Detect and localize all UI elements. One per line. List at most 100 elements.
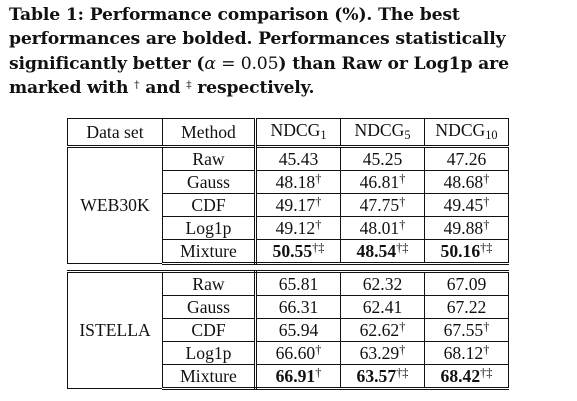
score-value: 68.12 bbox=[443, 342, 484, 363]
score-value: 66.31 bbox=[278, 296, 319, 317]
caption-alpha: α bbox=[204, 53, 216, 74]
significance-mark: † bbox=[399, 341, 406, 356]
score-value: 45.43 bbox=[278, 148, 319, 169]
score-cell: 66.60† bbox=[255, 341, 341, 365]
score-cell: 68.12† bbox=[424, 341, 509, 365]
score-value: 48.18 bbox=[275, 171, 316, 192]
best-score: 68.42 bbox=[441, 366, 481, 386]
significance-mark: †‡ bbox=[480, 364, 493, 379]
header-ndcg1: NDCG1 bbox=[255, 118, 341, 147]
significance-mark: † bbox=[483, 193, 490, 208]
score-cell: 48.68† bbox=[424, 170, 509, 194]
score-cell: 67.22 bbox=[424, 295, 509, 319]
score-value: 49.12 bbox=[275, 217, 316, 238]
caption-text-1: Performance comparison (%). The best per… bbox=[9, 5, 506, 74]
score-value: 66.60 bbox=[275, 342, 316, 363]
score-cell: 68.42†‡ bbox=[424, 364, 509, 390]
best-score: 63.57 bbox=[357, 366, 397, 386]
header-ndcg1-base: NDCG bbox=[270, 120, 321, 141]
score-value: 48.01 bbox=[359, 217, 400, 238]
score-value: 62.62 bbox=[359, 319, 400, 340]
table-row: Mixture 66.91† 63.57†‡ 68.42†‡ bbox=[68, 364, 509, 390]
score-value: 67.09 bbox=[446, 273, 487, 294]
caption-label: Table 1: bbox=[9, 5, 84, 25]
significance-mark: †‡ bbox=[480, 239, 493, 254]
score-cell: 48.01† bbox=[340, 216, 425, 240]
method-cell: Gauss bbox=[162, 295, 257, 319]
score-cell: 49.45† bbox=[424, 193, 509, 217]
score-cell: 47.26 bbox=[424, 145, 509, 171]
best-score: 50.55 bbox=[273, 241, 313, 261]
table-row: ISTELLA Raw 65.81 62.32 67.09 bbox=[67, 270, 509, 389]
significance-mark: † bbox=[399, 216, 406, 231]
header-ndcg10-sub: 10 bbox=[485, 128, 498, 143]
table-row: CDF 49.17† 47.75† 49.45† bbox=[68, 193, 509, 217]
method-cell: Gauss bbox=[162, 170, 257, 194]
header-ndcg5: NDCG5 bbox=[340, 118, 425, 147]
header-ndcg10-base: NDCG bbox=[435, 120, 486, 141]
caption-alpha-value: = 0.05 bbox=[215, 53, 279, 74]
significance-mark: † bbox=[483, 170, 490, 185]
header-ndcg5-sub: 5 bbox=[404, 128, 411, 143]
score-value: 45.25 bbox=[362, 148, 403, 169]
score-value: 68.42 bbox=[440, 365, 481, 386]
table-body: WEB30K Raw 45.43 45.25 47.26 Gauss 48.18† 46.81… bbox=[67, 145, 509, 390]
score-value: 48.54 bbox=[356, 240, 397, 261]
header-dataset: Data set bbox=[67, 118, 163, 147]
table-row: Gauss 48.18† 46.81† 48.68† bbox=[68, 170, 509, 194]
score-value: 66.91 bbox=[275, 365, 316, 386]
method-cell: Mixture bbox=[162, 239, 257, 265]
score-cell: 49.88† bbox=[424, 216, 509, 240]
header-row: Data set Method NDCG1 NDCG5 NDCG10 bbox=[67, 118, 509, 147]
method-cell: CDF bbox=[162, 318, 257, 342]
significance-mark: † bbox=[315, 341, 322, 356]
significance-mark: † bbox=[315, 170, 322, 185]
score-value: 65.94 bbox=[278, 319, 319, 340]
score-value: 63.57 bbox=[356, 365, 397, 386]
caption-text-3: and bbox=[139, 77, 187, 98]
score-cell: 63.29† bbox=[340, 341, 425, 365]
significance-mark: † bbox=[399, 170, 406, 185]
header-ndcg5-base: NDCG bbox=[354, 120, 405, 141]
score-cell: 45.25 bbox=[340, 145, 425, 171]
significance-mark: † bbox=[399, 193, 406, 208]
score-cell: 62.32 bbox=[340, 270, 425, 296]
score-cell: 66.91† bbox=[255, 364, 341, 390]
score-cell: 67.09 bbox=[424, 270, 509, 296]
score-cell: 48.18† bbox=[255, 170, 341, 194]
significance-mark: †‡ bbox=[312, 239, 325, 254]
score-value: 63.29 bbox=[359, 342, 400, 363]
score-value: 62.41 bbox=[362, 296, 403, 317]
score-cell: 67.55† bbox=[424, 318, 509, 342]
significance-mark: †‡ bbox=[396, 239, 409, 254]
score-value: 49.17 bbox=[275, 194, 316, 215]
significance-mark: † bbox=[315, 364, 322, 379]
header-ndcg1-sub: 1 bbox=[320, 128, 327, 143]
caption-ddagger: ‡ bbox=[186, 78, 192, 92]
score-cell: 65.94 bbox=[255, 318, 341, 342]
significance-mark: † bbox=[315, 193, 322, 208]
score-cell: 50.16†‡ bbox=[424, 239, 509, 265]
method-cell: Mixture bbox=[162, 364, 257, 390]
header-ndcg10: NDCG10 bbox=[424, 118, 509, 147]
significance-mark: † bbox=[315, 216, 322, 231]
method-cell: Log1p bbox=[162, 216, 257, 240]
score-cell: 49.12† bbox=[255, 216, 341, 240]
score-cell: 49.17† bbox=[255, 193, 341, 217]
dataset-cell: WEB30K bbox=[67, 145, 163, 264]
table-caption: Table 1: Performance comparison (%). The… bbox=[9, 3, 571, 102]
score-value: 50.55 bbox=[272, 240, 313, 261]
score-cell: 50.55†‡ bbox=[255, 239, 341, 265]
best-score: 66.91 bbox=[276, 366, 316, 386]
table-row: Log1p 49.12† 48.01† 49.88† bbox=[68, 216, 509, 240]
method-cell: Raw bbox=[162, 145, 257, 171]
method-cell: Raw bbox=[162, 270, 257, 296]
significance-mark: † bbox=[483, 341, 490, 356]
significance-mark: † bbox=[399, 318, 406, 333]
score-value: 50.16 bbox=[440, 240, 481, 261]
method-cell: CDF bbox=[162, 193, 257, 217]
table-row: Log1p 66.60† 63.29† 68.12† bbox=[68, 341, 509, 365]
score-value: 67.22 bbox=[446, 296, 487, 317]
table-row: CDF 65.94 62.62† 67.55† bbox=[68, 318, 509, 342]
separator-cell bbox=[67, 263, 509, 272]
